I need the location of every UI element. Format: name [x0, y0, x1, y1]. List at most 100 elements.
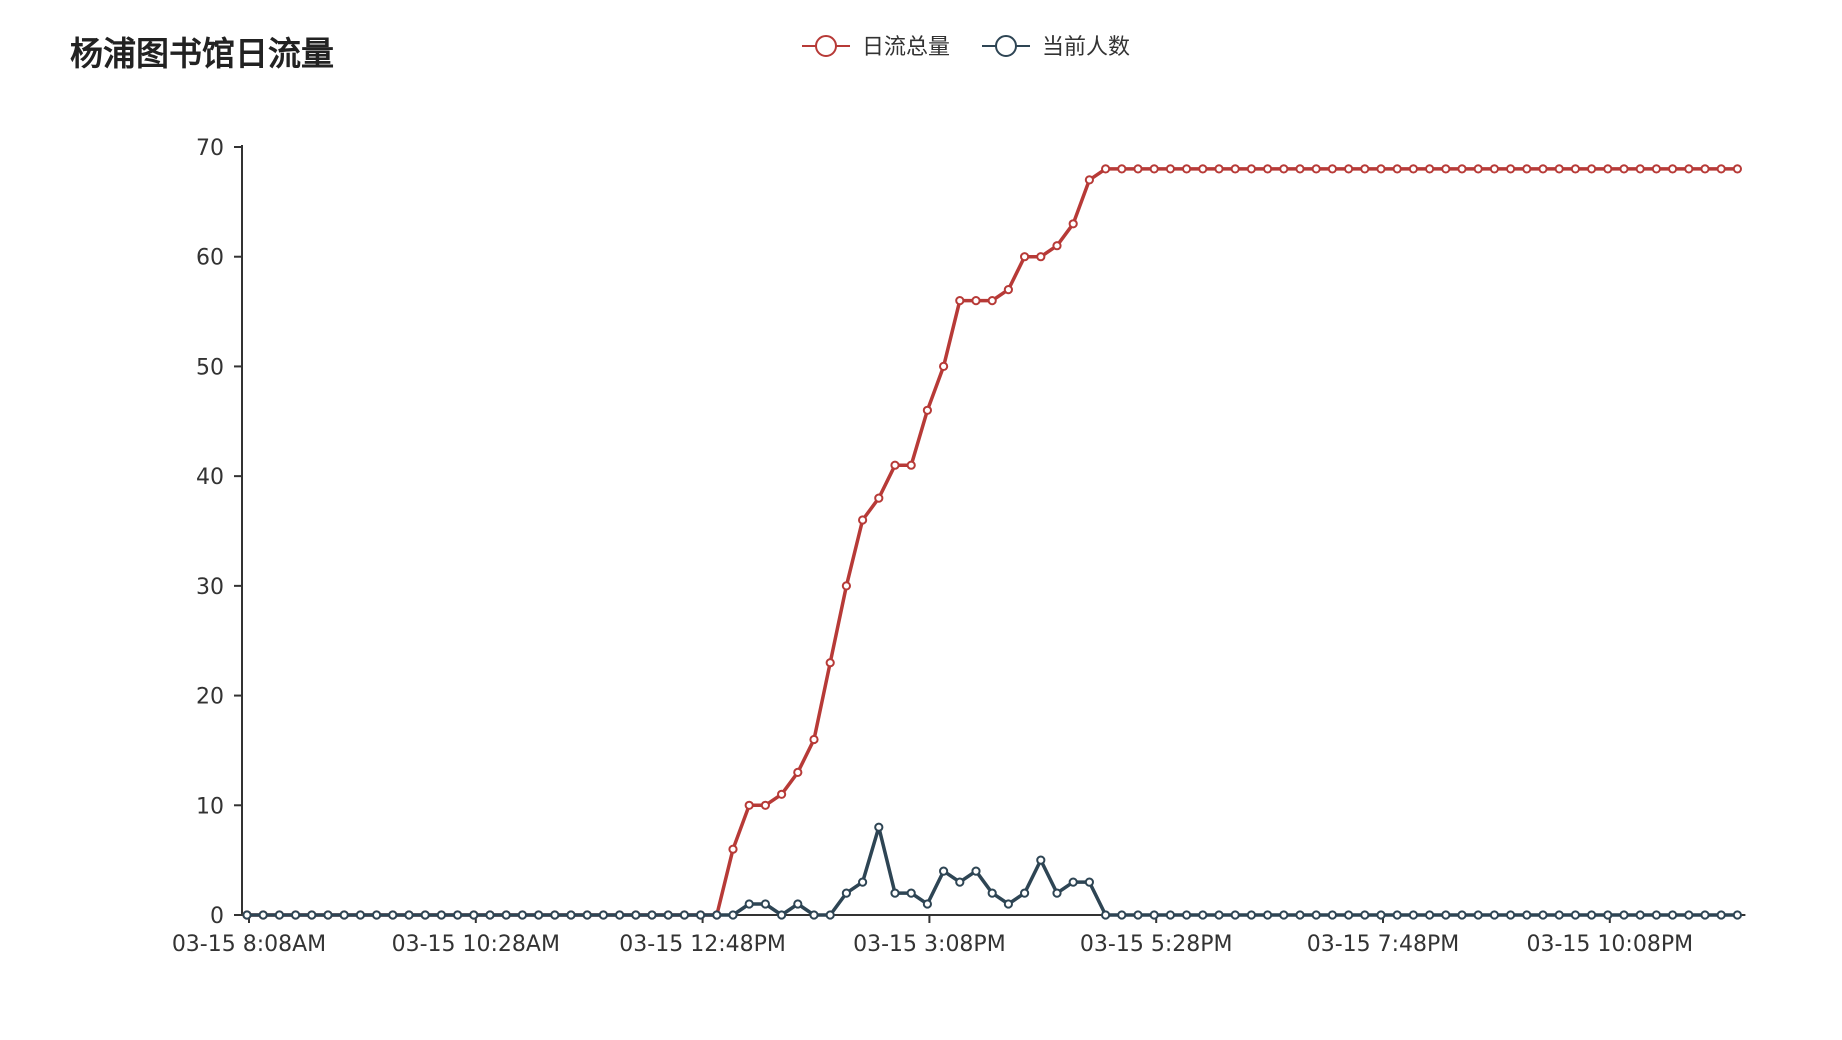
- data-point[interactable]: [1619, 164, 1629, 174]
- data-point[interactable]: [1020, 252, 1030, 262]
- data-point[interactable]: [1522, 910, 1532, 920]
- data-point[interactable]: [1684, 164, 1694, 174]
- data-point[interactable]: [1149, 164, 1159, 174]
- data-point[interactable]: [939, 361, 949, 371]
- data-point[interactable]: [841, 581, 852, 591]
- data-point[interactable]: [1506, 910, 1516, 920]
- data-point[interactable]: [598, 910, 609, 920]
- data-point[interactable]: [1214, 164, 1224, 174]
- data-point[interactable]: [1311, 910, 1321, 920]
- data-point[interactable]: [1101, 910, 1111, 920]
- data-point[interactable]: [242, 910, 252, 920]
- data-point[interactable]: [922, 405, 933, 415]
- data-point[interactable]: [825, 658, 835, 668]
- data-point[interactable]: [1635, 910, 1645, 920]
- data-point[interactable]: [1020, 888, 1030, 898]
- data-point[interactable]: [1554, 164, 1564, 174]
- data-point[interactable]: [971, 866, 981, 876]
- data-point[interactable]: [1376, 910, 1386, 920]
- data-point[interactable]: [1182, 910, 1192, 920]
- data-point[interactable]: [1165, 910, 1176, 920]
- data-point[interactable]: [987, 296, 997, 306]
- data-point[interactable]: [647, 910, 657, 920]
- data-point[interactable]: [1246, 164, 1257, 174]
- data-point[interactable]: [793, 767, 803, 778]
- data-point[interactable]: [1587, 164, 1597, 174]
- data-point[interactable]: [1684, 910, 1694, 920]
- data-point[interactable]: [1489, 164, 1500, 174]
- data-point[interactable]: [1457, 164, 1467, 174]
- data-point[interactable]: [760, 899, 771, 909]
- data-point[interactable]: [1425, 910, 1435, 920]
- data-point[interactable]: [1036, 855, 1046, 865]
- data-point[interactable]: [841, 888, 852, 898]
- data-point[interactable]: [906, 460, 916, 470]
- data-point[interactable]: [922, 899, 933, 909]
- data-point[interactable]: [1473, 910, 1483, 920]
- data-point[interactable]: [291, 910, 301, 920]
- data-point[interactable]: [1392, 910, 1402, 920]
- data-point[interactable]: [825, 910, 835, 920]
- data-point[interactable]: [874, 822, 884, 832]
- data-point[interactable]: [890, 888, 900, 898]
- data-point[interactable]: [1716, 164, 1726, 174]
- data-point[interactable]: [1344, 164, 1354, 174]
- data-point[interactable]: [1619, 910, 1629, 920]
- data-point[interactable]: [1700, 910, 1710, 920]
- data-point[interactable]: [728, 910, 738, 920]
- data-point[interactable]: [615, 910, 625, 920]
- data-point[interactable]: [1182, 164, 1192, 174]
- data-point[interactable]: [1441, 910, 1451, 920]
- data-point[interactable]: [1327, 910, 1338, 920]
- data-point[interactable]: [1036, 252, 1046, 262]
- data-point[interactable]: [712, 910, 722, 920]
- data-point[interactable]: [1101, 164, 1111, 174]
- data-point[interactable]: [1522, 164, 1532, 174]
- data-point[interactable]: [1084, 877, 1095, 887]
- data-point[interactable]: [550, 910, 560, 920]
- data-point[interactable]: [809, 910, 819, 920]
- data-point[interactable]: [1084, 175, 1095, 185]
- data-point[interactable]: [436, 910, 446, 920]
- data-point[interactable]: [1068, 219, 1078, 229]
- data-point[interactable]: [744, 800, 754, 810]
- data-point[interactable]: [501, 910, 511, 920]
- data-point[interactable]: [939, 866, 949, 876]
- data-point[interactable]: [1651, 164, 1662, 174]
- data-point[interactable]: [679, 910, 690, 920]
- data-point[interactable]: [1603, 910, 1613, 920]
- data-point[interactable]: [355, 910, 365, 920]
- data-point[interactable]: [1052, 241, 1062, 251]
- data-point[interactable]: [663, 910, 673, 920]
- data-point[interactable]: [1408, 164, 1419, 174]
- data-point[interactable]: [485, 910, 495, 920]
- data-point[interactable]: [1263, 164, 1273, 174]
- data-point[interactable]: [1473, 164, 1483, 174]
- data-point[interactable]: [1538, 164, 1548, 174]
- data-point[interactable]: [1441, 164, 1451, 174]
- data-point[interactable]: [307, 910, 317, 920]
- data-point[interactable]: [420, 910, 430, 920]
- data-point[interactable]: [469, 910, 479, 920]
- data-point[interactable]: [1732, 910, 1743, 920]
- data-point[interactable]: [1117, 910, 1127, 920]
- data-point[interactable]: [339, 910, 349, 920]
- data-point[interactable]: [1165, 164, 1176, 174]
- data-point[interactable]: [955, 877, 965, 887]
- legend-item-total[interactable]: 日流总量: [802, 35, 950, 60]
- data-point[interactable]: [1149, 910, 1159, 920]
- data-point[interactable]: [890, 460, 900, 470]
- legend-item-current[interactable]: 当前人数: [982, 35, 1130, 60]
- data-point[interactable]: [1587, 910, 1597, 920]
- data-point[interactable]: [1117, 164, 1127, 174]
- data-point[interactable]: [1538, 910, 1548, 920]
- data-point[interactable]: [1603, 164, 1613, 174]
- data-point[interactable]: [372, 910, 382, 920]
- data-point[interactable]: [631, 910, 641, 920]
- data-point[interactable]: [258, 910, 268, 920]
- data-point[interactable]: [1263, 910, 1273, 920]
- data-point[interactable]: [987, 888, 997, 898]
- data-point[interactable]: [696, 910, 706, 920]
- data-point[interactable]: [517, 910, 528, 920]
- data-point[interactable]: [323, 910, 333, 920]
